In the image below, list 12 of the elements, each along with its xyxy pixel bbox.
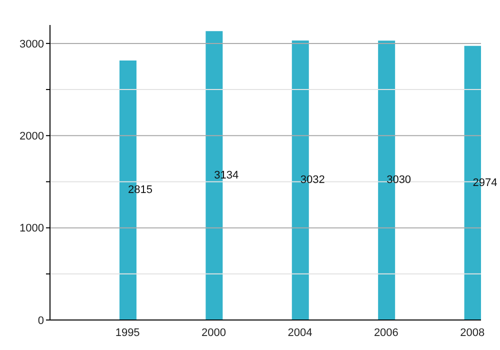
data-label: 3032	[300, 174, 325, 186]
x-tick-label: 2008	[460, 326, 485, 339]
y-tick-label: 1000	[20, 222, 44, 235]
x-tick-label: 2006	[374, 326, 398, 339]
data-label: 2974	[472, 176, 498, 189]
x-tick-label: 2000	[202, 326, 226, 339]
y-tick-label: 2000	[20, 130, 44, 143]
y-tick-label: 3000	[20, 38, 44, 50]
data-label: 3030	[386, 174, 412, 186]
y-tick-label: 0	[38, 314, 44, 327]
x-tick-label: 1995	[115, 326, 140, 339]
x-tick-label: 2004	[288, 326, 312, 339]
